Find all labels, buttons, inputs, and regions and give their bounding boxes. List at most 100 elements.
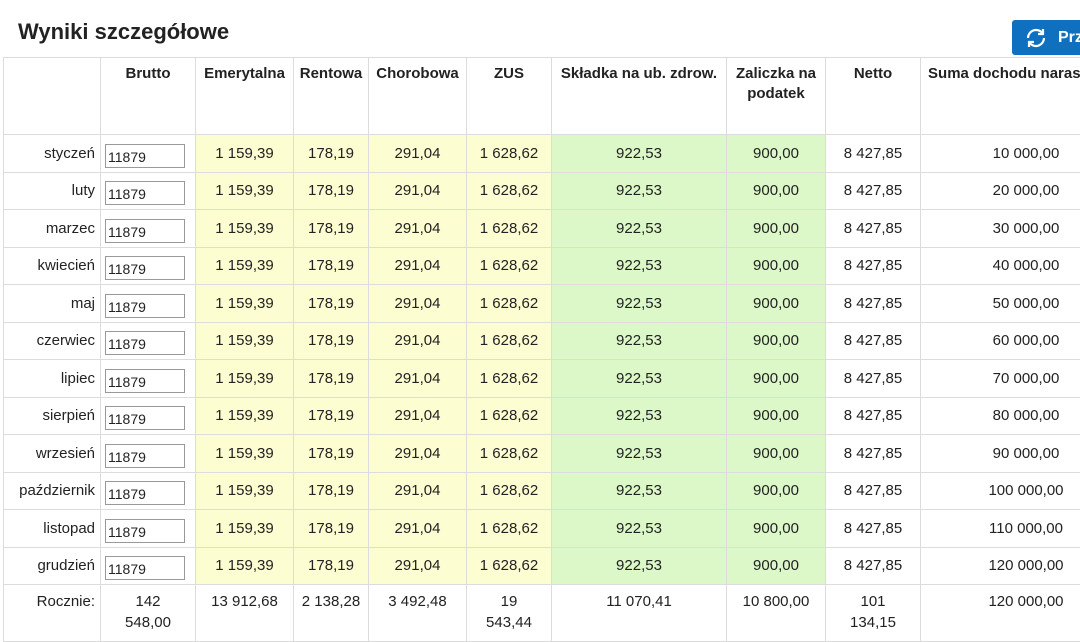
cell: 1 628,62 bbox=[467, 135, 552, 173]
cell: 178,19 bbox=[294, 210, 369, 248]
cell: 8 427,85 bbox=[826, 472, 921, 510]
brutto-input[interactable]: 11879 bbox=[105, 369, 185, 393]
cell: 11879 bbox=[101, 472, 196, 510]
cell: 1 159,39 bbox=[196, 210, 294, 248]
cell: 80 000,00 bbox=[921, 397, 1080, 435]
brutto-input[interactable]: 11879 bbox=[105, 181, 185, 205]
brutto-input[interactable]: 11879 bbox=[105, 519, 185, 543]
cell: 11879 bbox=[101, 547, 196, 585]
cell: 1 628,62 bbox=[467, 510, 552, 548]
cell: 1 159,39 bbox=[196, 135, 294, 173]
cell: 900,00 bbox=[727, 322, 826, 360]
button-label: Prz bbox=[1058, 29, 1080, 47]
cell: 922,53 bbox=[552, 397, 727, 435]
cell: 900,00 bbox=[727, 472, 826, 510]
cell: 11879 bbox=[101, 210, 196, 248]
cell: 11879 bbox=[101, 172, 196, 210]
cell: 1 159,39 bbox=[196, 360, 294, 398]
month-label: sierpień bbox=[4, 397, 101, 435]
brutto-input[interactable]: 11879 bbox=[105, 444, 185, 468]
cell: 178,19 bbox=[294, 397, 369, 435]
brutto-input[interactable]: 11879 bbox=[105, 481, 185, 505]
month-label: lipiec bbox=[4, 360, 101, 398]
month-label: maj bbox=[4, 285, 101, 323]
cell: 1 159,39 bbox=[196, 510, 294, 548]
cell: 30 000,00 bbox=[921, 210, 1080, 248]
recalculate-button[interactable]: Prz bbox=[1012, 20, 1080, 55]
cell: 8 427,85 bbox=[826, 247, 921, 285]
cell: 900,00 bbox=[727, 435, 826, 473]
cell: 1 159,39 bbox=[196, 547, 294, 585]
cell: 11879 bbox=[101, 322, 196, 360]
total-cell: 3 492,48 bbox=[369, 585, 467, 642]
month-label: styczeń bbox=[4, 135, 101, 173]
cell: 291,04 bbox=[369, 360, 467, 398]
totals-label: Rocznie: bbox=[4, 585, 101, 642]
column-header: Zaliczka na podatek bbox=[727, 58, 826, 135]
brutto-input[interactable]: 11879 bbox=[105, 144, 185, 168]
cell: 8 427,85 bbox=[826, 360, 921, 398]
cell: 922,53 bbox=[552, 210, 727, 248]
total-cell: 101 134,15 bbox=[826, 585, 921, 642]
total-cell: 2 138,28 bbox=[294, 585, 369, 642]
cell: 1 159,39 bbox=[196, 472, 294, 510]
cell: 1 628,62 bbox=[467, 397, 552, 435]
column-header: Składka na ub. zdrow. bbox=[552, 58, 727, 135]
brutto-input[interactable]: 11879 bbox=[105, 219, 185, 243]
cell: 1 159,39 bbox=[196, 435, 294, 473]
month-label: listopad bbox=[4, 510, 101, 548]
total-value: 142 548,00 bbox=[120, 591, 176, 633]
cell: 8 427,85 bbox=[826, 510, 921, 548]
cell: 11879 bbox=[101, 285, 196, 323]
cell: 291,04 bbox=[369, 510, 467, 548]
month-label: grudzień bbox=[4, 547, 101, 585]
cell: 922,53 bbox=[552, 547, 727, 585]
brutto-input[interactable]: 11879 bbox=[105, 331, 185, 355]
cell: 291,04 bbox=[369, 172, 467, 210]
cell: 1 628,62 bbox=[467, 547, 552, 585]
brutto-input[interactable]: 11879 bbox=[105, 294, 185, 318]
cell: 1 159,39 bbox=[196, 247, 294, 285]
column-header: Brutto bbox=[101, 58, 196, 135]
brutto-input[interactable]: 11879 bbox=[105, 256, 185, 280]
cell: 1 159,39 bbox=[196, 397, 294, 435]
cell: 291,04 bbox=[369, 285, 467, 323]
brutto-input[interactable]: 11879 bbox=[105, 406, 185, 430]
cell: 291,04 bbox=[369, 435, 467, 473]
cell: 291,04 bbox=[369, 322, 467, 360]
cell: 8 427,85 bbox=[826, 397, 921, 435]
cell: 8 427,85 bbox=[826, 135, 921, 173]
cell: 90 000,00 bbox=[921, 435, 1080, 473]
cell: 178,19 bbox=[294, 322, 369, 360]
total-cell: 11 070,41 bbox=[552, 585, 727, 642]
total-cell: 19 543,44 bbox=[467, 585, 552, 642]
cell: 178,19 bbox=[294, 135, 369, 173]
cell: 1 628,62 bbox=[467, 360, 552, 398]
total-cell: 120 000,00 bbox=[921, 585, 1080, 642]
brutto-input[interactable]: 11879 bbox=[105, 556, 185, 580]
cell: 922,53 bbox=[552, 247, 727, 285]
column-header: Rentowa bbox=[294, 58, 369, 135]
cell: 70 000,00 bbox=[921, 360, 1080, 398]
cell: 100 000,00 bbox=[921, 472, 1080, 510]
cell: 900,00 bbox=[727, 285, 826, 323]
cell: 922,53 bbox=[552, 472, 727, 510]
cell: 900,00 bbox=[727, 135, 826, 173]
cell: 291,04 bbox=[369, 547, 467, 585]
total-value: 19 543,44 bbox=[481, 591, 537, 633]
cell: 922,53 bbox=[552, 510, 727, 548]
month-label: kwiecień bbox=[4, 247, 101, 285]
cell: 8 427,85 bbox=[826, 435, 921, 473]
column-header: ZUS bbox=[467, 58, 552, 135]
cell: 291,04 bbox=[369, 247, 467, 285]
total-cell: 142 548,00 bbox=[101, 585, 196, 642]
cell: 1 628,62 bbox=[467, 285, 552, 323]
